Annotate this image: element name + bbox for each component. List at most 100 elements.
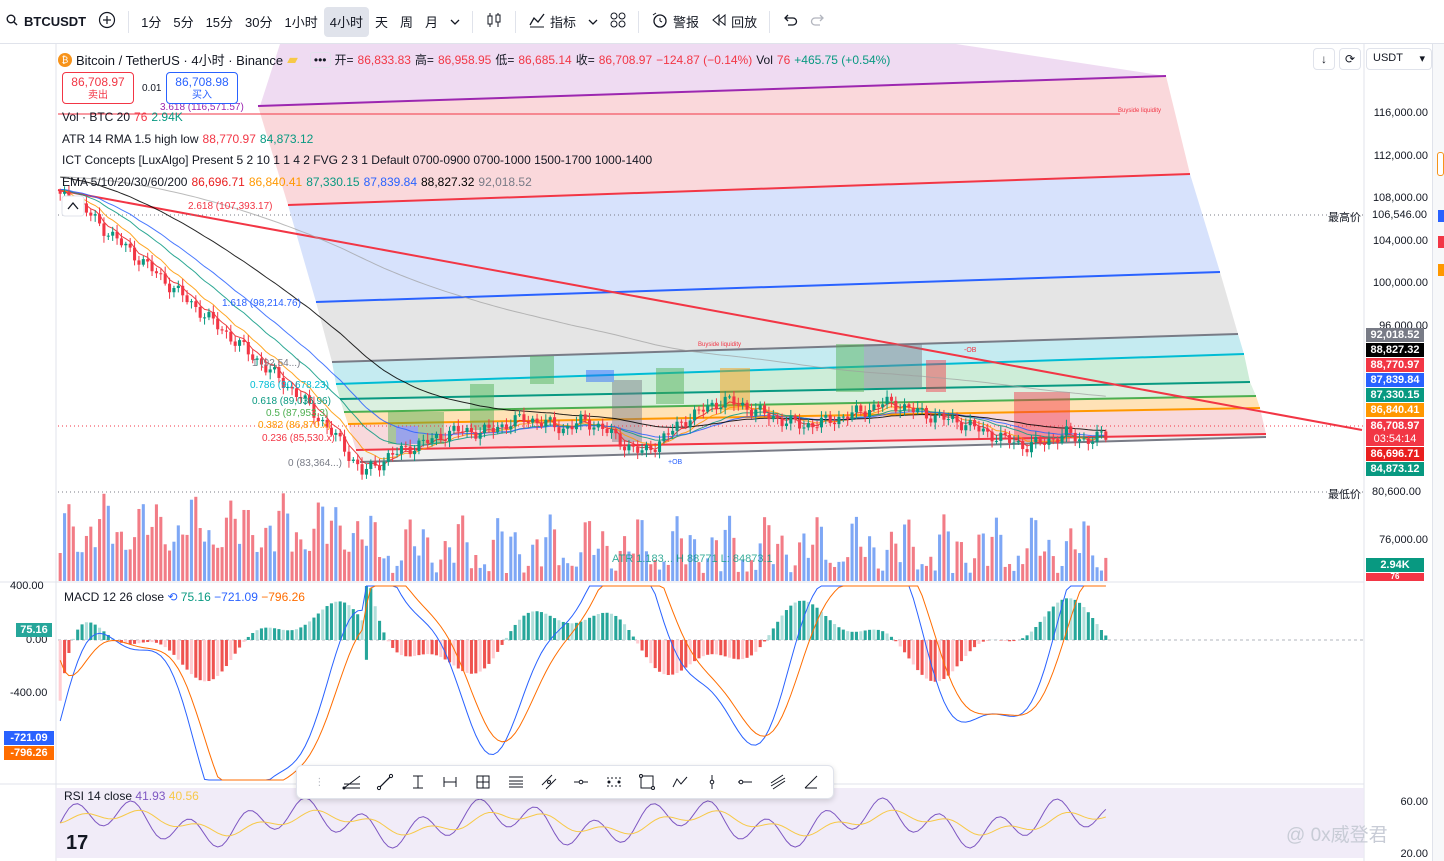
volume-bar	[714, 540, 718, 581]
bookmark-icon[interactable]: ▰	[287, 51, 298, 67]
tool-horizontal-range[interactable]	[437, 769, 463, 795]
redo-button[interactable]	[804, 7, 832, 37]
fib-line-2618[interactable]	[287, 173, 1191, 206]
tool-trend-line[interactable]	[372, 769, 398, 795]
settings-icon[interactable]: ⟲	[167, 590, 178, 604]
fib-line-1618[interactable]	[315, 271, 1221, 303]
tool-info-line[interactable]	[601, 769, 627, 795]
tool-fib-channel[interactable]	[765, 769, 791, 795]
candles[interactable]	[58, 184, 1108, 480]
macd-histogram-bar	[1029, 631, 1033, 640]
ict-indicator-row[interactable]: ICT Concepts [LuxAlgo] Present 5 2 10 1 …	[62, 153, 652, 167]
tool-vertical-line[interactable]	[699, 769, 725, 795]
fib-label-0382: 0.382 (86,870.x)	[258, 420, 331, 431]
tool-parallel-channel[interactable]	[536, 769, 562, 795]
currency-select[interactable]: USDT ▾	[1366, 48, 1432, 70]
rail-marker-orange[interactable]	[1438, 264, 1444, 276]
rail-marker-blue[interactable]	[1438, 210, 1444, 222]
macd-histogram-bar	[369, 588, 373, 640]
volume-bar	[1043, 551, 1047, 581]
volume-bar	[137, 508, 141, 581]
fib-line-0[interactable]	[359, 436, 1267, 463]
interval-4h[interactable]: 4小时	[323, 6, 369, 37]
vol-indicator-v1: 76	[134, 110, 148, 124]
chart-type-button[interactable]	[479, 7, 509, 37]
rail-widget-btc[interactable]	[1437, 152, 1444, 176]
volume-bar	[181, 534, 185, 581]
download-button[interactable]: ↓	[1313, 48, 1335, 70]
indicators-button[interactable]: 指标	[522, 7, 582, 37]
interval-1m[interactable]: 1分	[141, 15, 162, 30]
undo-button[interactable]	[776, 7, 804, 37]
layouts-button[interactable]	[604, 7, 632, 37]
fib-line-3618[interactable]	[257, 75, 1167, 107]
volume-bar	[255, 551, 259, 581]
symbol-search[interactable]: BTCUSDT	[0, 7, 92, 37]
macd-histogram-bar	[706, 640, 710, 655]
candle-up	[850, 412, 854, 420]
macd-histogram-bar	[697, 640, 701, 659]
tradingview-logo[interactable]: 17	[66, 832, 89, 854]
drag-handle[interactable]: ⋮	[306, 769, 332, 795]
macd-histogram-bar	[601, 612, 605, 640]
refresh-button[interactable]: ⟳	[1339, 48, 1361, 70]
atr-indicator-row[interactable]: ATR 14 RMA 1.5 high low 88,770.97 84,873…	[62, 132, 313, 146]
fib-line-05[interactable]	[343, 395, 1257, 413]
tool-pitchfork[interactable]	[339, 769, 365, 795]
alert-button[interactable]: 警报	[645, 7, 705, 37]
fib-line-0618[interactable]	[339, 381, 1251, 400]
interval-1d[interactable]: 天	[374, 15, 388, 30]
more-icon[interactable]: •••	[309, 51, 331, 68]
buy-button[interactable]: 86,708.98 买入	[166, 72, 238, 104]
trend-line[interactable]	[57, 189, 1363, 431]
legend-title[interactable]: Bitcoin / TetherUS · 4小时 · Binance	[76, 53, 284, 68]
rsi-legend[interactable]: RSI 14 close 41.93 40.56	[64, 789, 199, 803]
macd-legend[interactable]: MACD 12 26 close ⟲ 75.16 −721.09 −796.26	[64, 590, 305, 604]
volume-bar	[242, 509, 246, 581]
macd-histogram-bar	[973, 640, 977, 648]
macd-histogram-bar	[299, 627, 303, 640]
macd-histogram-bar	[391, 640, 395, 648]
volume-bar	[701, 572, 705, 581]
tool-date-price-range[interactable]	[470, 769, 496, 795]
interval-1mo[interactable]: 月	[425, 15, 439, 30]
fib-line-1[interactable]	[331, 333, 1239, 363]
tool-vertical-range[interactable]	[405, 769, 431, 795]
rail-marker-red[interactable]	[1438, 236, 1444, 248]
rsi-value: 41.93	[135, 789, 166, 803]
candle-down	[469, 427, 473, 433]
divider	[769, 10, 771, 33]
volume-bar	[84, 535, 88, 581]
tool-horizontal-line[interactable]	[732, 769, 758, 795]
fib-line-0786[interactable]	[335, 353, 1245, 385]
tool-rectangle[interactable]	[634, 769, 660, 795]
fib-line-0382[interactable]	[347, 407, 1261, 425]
sell-button[interactable]: 86,708.97 卖出	[62, 72, 134, 104]
compare-button[interactable]	[92, 7, 122, 37]
tool-fib-retracement[interactable]	[503, 769, 529, 795]
candle-down	[776, 416, 780, 419]
ema-indicator-row[interactable]: EMA 5/10/20/30/60/200 86,696.71 86,840.4…	[62, 175, 532, 189]
tool-path[interactable]	[667, 769, 693, 795]
tool-horizontal-ray[interactable]	[568, 769, 594, 795]
collapse-legend-button[interactable]	[61, 195, 85, 217]
interval-15m[interactable]: 15分	[205, 15, 234, 30]
volume-bar	[500, 531, 504, 581]
macd-histogram-bar	[570, 623, 574, 640]
macd-histogram-bar	[461, 640, 465, 672]
macd-histogram-bar	[176, 640, 180, 660]
interval-dropdown[interactable]	[444, 7, 466, 37]
candle-up	[382, 461, 386, 471]
vol-indicator-row[interactable]: Vol · BTC 20 76 2.94K	[62, 110, 183, 124]
candle-up	[303, 395, 307, 399]
fib-line-0236[interactable]	[355, 433, 1267, 451]
interval-5m[interactable]: 5分	[173, 15, 194, 30]
tool-measure[interactable]	[798, 769, 824, 795]
macd-histogram-bar	[1095, 624, 1099, 640]
interval-30m[interactable]: 30分	[245, 15, 273, 30]
indicators-dropdown[interactable]	[582, 7, 604, 37]
chart-canvas[interactable]: Buyside liquidity Buyside liquidity -OB …	[0, 44, 1432, 861]
interval-1h[interactable]: 1小时	[284, 15, 318, 30]
interval-1w[interactable]: 周	[400, 15, 414, 30]
replay-button[interactable]: 回放	[705, 7, 763, 37]
